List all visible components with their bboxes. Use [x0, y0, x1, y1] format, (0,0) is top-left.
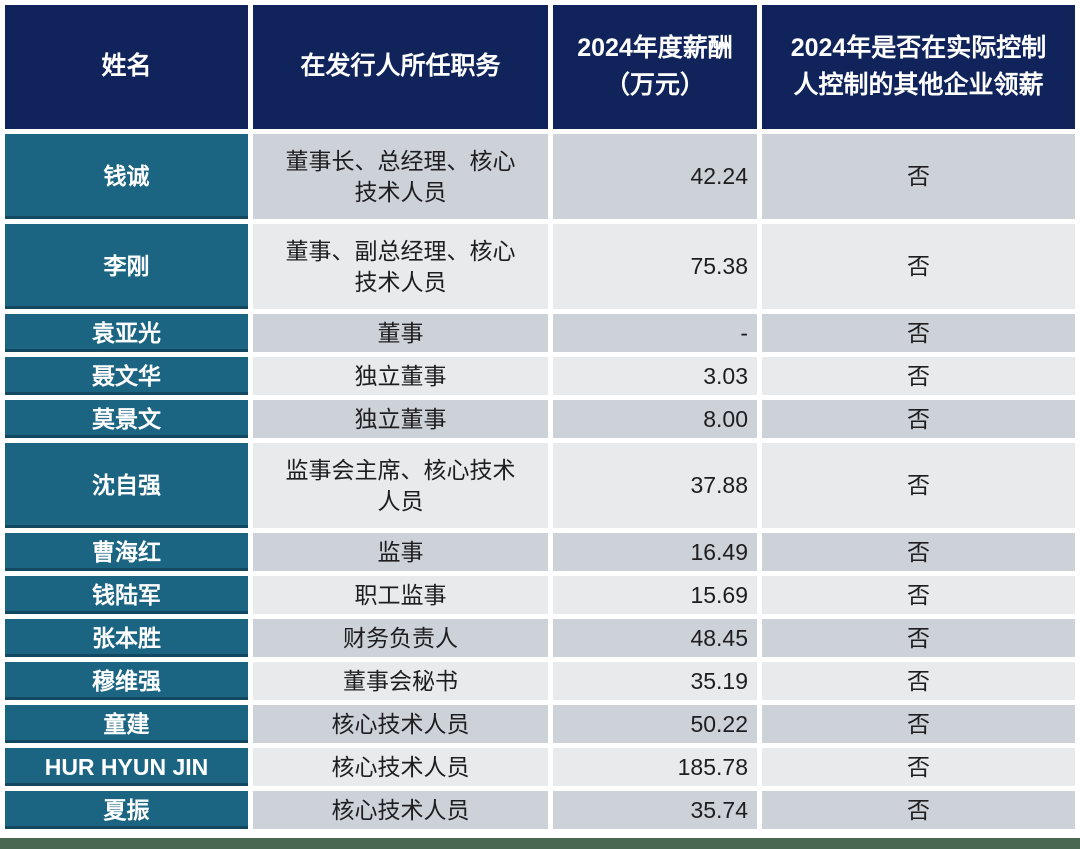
table-row: 沈自强 监事会主席、核心技术人员 37.88 否 [5, 443, 1075, 528]
name-cell: 李刚 [5, 224, 248, 309]
name-cell: 莫景文 [5, 400, 248, 438]
table-body: 钱诚 董事长、总经理、核心技术人员 42.24 否李刚 董事、副总经理、核心技术人员 75… [5, 134, 1075, 829]
other-pay-cell: 否 [762, 134, 1075, 219]
salary-cell: 185.78 [553, 748, 757, 786]
table-row: 李刚 董事、副总经理、核心技术人员 75.38 否 [5, 224, 1075, 309]
salary-cell: 48.45 [553, 619, 757, 657]
salary-cell: 37.88 [553, 443, 757, 528]
name-cell: 童建 [5, 705, 248, 743]
other-pay-cell: 否 [762, 662, 1075, 700]
salary-cell: 35.74 [553, 791, 757, 829]
header-position: 在发行人所任职务 [253, 5, 548, 129]
salary-cell: 50.22 [553, 705, 757, 743]
position-cell: 监事会主席、核心技术人员 [253, 443, 548, 528]
position-cell: 监事 [253, 533, 548, 571]
other-pay-cell: 否 [762, 748, 1075, 786]
table-row: 钱诚 董事长、总经理、核心技术人员 42.24 否 [5, 134, 1075, 219]
table-row: 聂文华 独立董事 3.03 否 [5, 357, 1075, 395]
table-row: 莫景文 独立董事 8.00 否 [5, 400, 1075, 438]
other-pay-cell: 否 [762, 443, 1075, 528]
position-cell: 独立董事 [253, 400, 548, 438]
name-cell: 张本胜 [5, 619, 248, 657]
table-row: 穆维强 董事会秘书 35.19 否 [5, 662, 1075, 700]
table-row: 童建 核心技术人员 50.22 否 [5, 705, 1075, 743]
position-cell: 董事、副总经理、核心技术人员 [253, 224, 548, 309]
salary-cell: - [553, 314, 757, 352]
salary-cell: 15.69 [553, 576, 757, 614]
table-row: HUR HYUN JIN 核心技术人员 185.78 否 [5, 748, 1075, 786]
position-cell: 董事会秘书 [253, 662, 548, 700]
table-row: 夏振 核心技术人员 35.74 否 [5, 791, 1075, 829]
other-pay-cell: 否 [762, 619, 1075, 657]
position-cell: 董事长、总经理、核心技术人员 [253, 134, 548, 219]
table-row: 袁亚光 董事 - 否 [5, 314, 1075, 352]
salary-cell: 8.00 [553, 400, 757, 438]
salary-cell: 16.49 [553, 533, 757, 571]
name-cell: 曹海红 [5, 533, 248, 571]
position-cell: 董事 [253, 314, 548, 352]
other-pay-cell: 否 [762, 357, 1075, 395]
position-cell: 核心技术人员 [253, 748, 548, 786]
name-cell: 袁亚光 [5, 314, 248, 352]
salary-cell: 42.24 [553, 134, 757, 219]
table-row: 曹海红 监事 16.49 否 [5, 533, 1075, 571]
header-name: 姓名 [5, 5, 248, 129]
header-salary: 2024年度薪酬 （万元） [553, 5, 757, 129]
other-pay-cell: 否 [762, 533, 1075, 571]
header-row: 姓名 在发行人所任职务 2024年度薪酬 （万元） 2024年是否在实际控制 人… [5, 5, 1075, 129]
salary-cell: 75.38 [553, 224, 757, 309]
name-cell: 钱陆军 [5, 576, 248, 614]
other-pay-cell: 否 [762, 791, 1075, 829]
position-cell: 财务负责人 [253, 619, 548, 657]
salary-cell: 35.19 [553, 662, 757, 700]
other-pay-cell: 否 [762, 400, 1075, 438]
other-pay-cell: 否 [762, 224, 1075, 309]
position-cell: 职工监事 [253, 576, 548, 614]
name-cell: 穆维强 [5, 662, 248, 700]
position-cell: 核心技术人员 [253, 791, 548, 829]
name-cell: 聂文华 [5, 357, 248, 395]
position-cell: 核心技术人员 [253, 705, 548, 743]
footer-bar [0, 838, 1080, 849]
other-pay-cell: 否 [762, 705, 1075, 743]
other-pay-cell: 否 [762, 314, 1075, 352]
name-cell: 沈自强 [5, 443, 248, 528]
name-cell: 夏振 [5, 791, 248, 829]
name-cell: HUR HYUN JIN [5, 748, 248, 786]
salary-cell: 3.03 [553, 357, 757, 395]
position-cell: 独立董事 [253, 357, 548, 395]
name-cell: 钱诚 [5, 134, 248, 219]
table-row: 张本胜 财务负责人 48.45 否 [5, 619, 1075, 657]
other-pay-cell: 否 [762, 576, 1075, 614]
header-other-pay: 2024年是否在实际控制 人控制的其他企业领薪 [762, 5, 1075, 129]
table-row: 钱陆军 职工监事 15.69 否 [5, 576, 1075, 614]
